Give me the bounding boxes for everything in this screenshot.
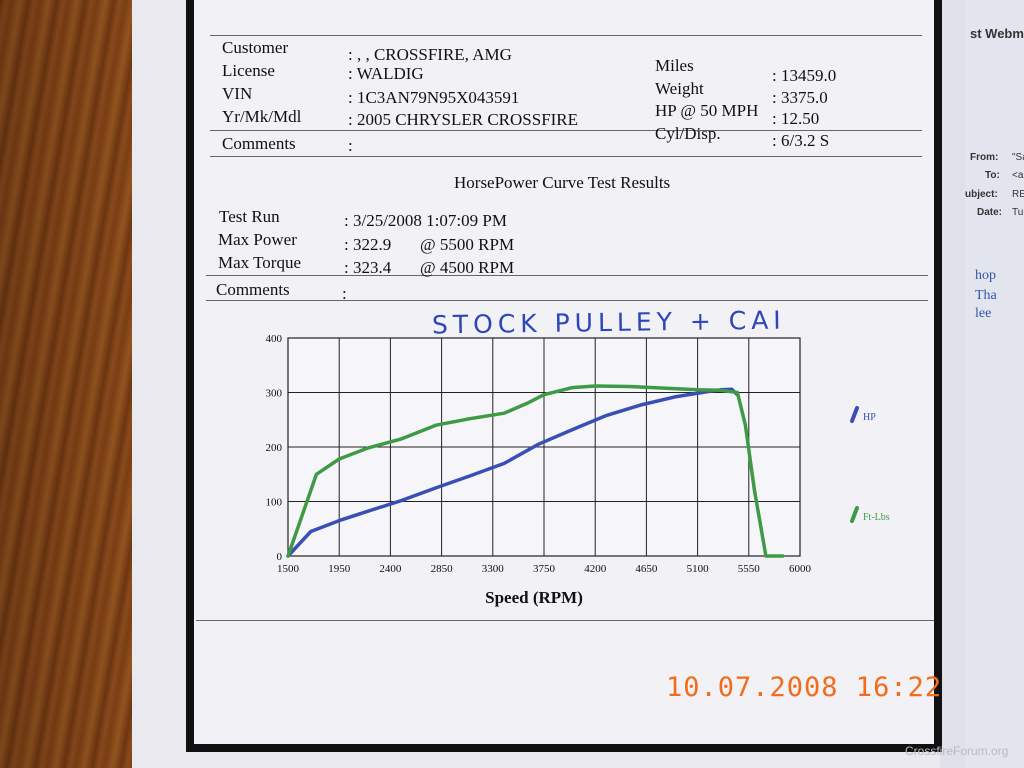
x-tick-label: 2400 [379,563,402,575]
x-tick-label: 2850 [431,563,454,575]
rule [206,275,928,276]
weight-label: Weight [655,79,704,98]
customer-label: Customer [222,38,289,57]
x-tick-label: 5550 [738,563,761,575]
license-value: : WALDIG [348,64,424,83]
max-power-label: Max Power [218,230,297,249]
comments-label: Comments [222,134,296,153]
max-power-rpm: @ 5500 RPM [420,235,515,254]
rule [210,35,922,36]
x-tick-label: 6000 [789,563,812,575]
max-torque-rpm: @ 4500 RPM [420,258,515,277]
hp50-label: HP @ 50 MPH [655,101,759,120]
x-tick-label: 3750 [533,563,556,575]
y-tick-label: 100 [266,497,283,509]
rule [210,130,922,131]
bg-doc-from-label: From: [970,152,999,163]
background-document: st Webm From: "Sa To: <a ubject: RE Date… [965,0,1024,768]
customer-value: : , , CROSSFIRE, AMG [348,45,512,64]
cyl-disp-value: : 6/3.2 S [772,131,830,150]
legend-label: Ft-Lbs [863,512,890,523]
y-tick-label: 300 [266,388,283,400]
weight-value: : 3375.0 [772,88,828,107]
max-torque-label: Max Torque [218,253,302,272]
bg-doc-title: st Webm [970,26,1024,41]
legend-swatch [850,506,859,523]
bg-doc-body-3: lee [975,306,992,321]
miles-label: Miles [655,56,694,75]
legend-label: HP [863,412,876,423]
legend-swatch [850,406,859,423]
bg-doc-subject-label: ubject: [965,189,998,200]
series-line-ft-lbs [286,384,785,558]
bg-doc-from-value: "Sa [1012,152,1024,163]
x-tick-label: 5100 [687,563,710,575]
forum-watermark: CrossfireForum.org [905,744,1009,758]
comments-value: : [348,136,353,155]
x-tick-label: 1500 [277,563,300,575]
bg-doc-date-label: Date: [977,207,1003,218]
x-tick-label: 3300 [482,563,505,575]
ymm-value: : 2005 CHRYSLER CROSSFIRE [348,110,579,129]
x-tick-label: 1950 [328,563,351,575]
x-axis-label: Speed (RPM) [485,588,583,607]
bg-doc-body-1: hop [975,268,996,283]
camera-date-stamp: 10.07.2008 16:22 [666,672,943,703]
results-comments-value: : [342,284,347,303]
y-tick-label: 200 [266,442,283,454]
miles-value: : 13459.0 [772,66,837,85]
rule [210,156,922,157]
vin-label: VIN [222,84,253,103]
test-run-label: Test Run [219,207,280,226]
license-label: License [222,61,275,80]
rule [206,300,928,301]
results-heading: HorsePower Curve Test Results [454,173,671,192]
bg-doc-to-value: <a [1012,170,1024,181]
bg-doc-body-2: Tha [975,288,997,303]
vin-value: : 1C3AN79N95X043591 [348,88,520,107]
x-tick-label: 4650 [635,563,658,575]
x-tick-label: 4200 [584,563,607,575]
bg-doc-subject-value: RE [1012,189,1024,200]
y-tick-label: 0 [277,551,283,563]
bg-doc-date-value: Tu [1012,207,1024,218]
y-tick-label: 400 [266,333,283,345]
results-comments-label: Comments [216,280,290,299]
bg-doc-to-label: To: [985,170,1000,181]
rule [196,620,934,621]
max-power-value: : 322.9 [344,235,392,254]
max-torque-value: : 323.4 [344,258,392,277]
cyl-disp-label: Cyl/Disp. [655,124,721,143]
test-run-value: : 3/25/2008 1:07:09 PM [344,211,507,230]
ymm-label: Yr/Mk/Mdl [222,107,302,126]
hp50-value: : 12.50 [772,109,820,128]
